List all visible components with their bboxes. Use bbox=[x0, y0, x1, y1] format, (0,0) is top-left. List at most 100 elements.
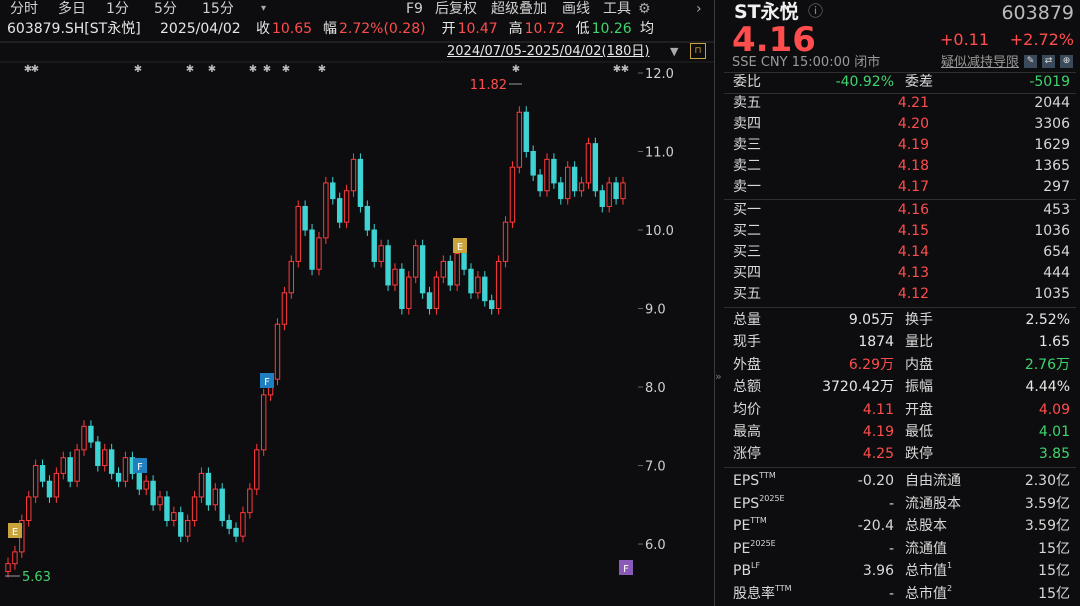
candle bbox=[74, 449, 80, 482]
panel-button[interactable]: ⊕ bbox=[1060, 55, 1073, 68]
candle bbox=[454, 253, 460, 286]
candle bbox=[482, 276, 488, 302]
date-range[interactable]: 2024/07/05-2025/04/02(180日) bbox=[447, 44, 650, 59]
panel-button[interactable]: ✎ bbox=[1024, 55, 1037, 68]
tool[interactable]: 工具 bbox=[603, 1, 631, 17]
fund-value: -20.4 bbox=[857, 518, 894, 535]
book-label: 买一 bbox=[733, 202, 761, 218]
tool[interactable]: F9 bbox=[406, 1, 423, 17]
stat-value: 4.11 bbox=[862, 401, 894, 418]
candle bbox=[357, 158, 364, 207]
tab[interactable]: 5分 bbox=[154, 1, 177, 17]
stat-label: 内盘 bbox=[905, 356, 933, 373]
fund-value: 15亿 bbox=[1038, 563, 1070, 580]
star-marker: ✱ bbox=[318, 64, 326, 75]
info-value: 10.65 bbox=[272, 21, 313, 37]
event-badge bbox=[619, 560, 633, 575]
row-label: 委差 bbox=[905, 74, 933, 90]
candle bbox=[523, 111, 529, 152]
candle bbox=[475, 276, 481, 294]
event-label: E bbox=[12, 527, 18, 538]
candle bbox=[509, 166, 516, 223]
candle bbox=[88, 425, 94, 443]
price-change: +0.11 bbox=[940, 30, 990, 49]
label-superscript: TTM bbox=[750, 516, 767, 526]
fund-value: 2.30亿 bbox=[1024, 473, 1070, 489]
info-value: 2.72%(0.28) bbox=[339, 21, 426, 37]
book-volume: 3306 bbox=[1034, 116, 1070, 132]
candle bbox=[171, 512, 177, 521]
fund-label: 股息率TTM bbox=[733, 584, 792, 603]
fund-value: 3.59亿 bbox=[1024, 495, 1070, 512]
fund-value: 15亿 bbox=[1038, 540, 1070, 557]
book-label: 卖三 bbox=[733, 137, 761, 153]
fund-label: PE2025E bbox=[733, 538, 776, 557]
fund-value: 3.96 bbox=[862, 563, 894, 580]
candle bbox=[122, 457, 129, 482]
stat-value: 2.76万 bbox=[1024, 356, 1070, 373]
book-price: 4.18 bbox=[897, 158, 929, 174]
panel-button[interactable]: ⇄ bbox=[1042, 55, 1055, 68]
tab[interactable]: 多日 bbox=[58, 1, 86, 17]
fund-label: EPSTTM bbox=[733, 471, 776, 490]
candle bbox=[274, 323, 281, 380]
candle bbox=[502, 221, 509, 262]
candle bbox=[184, 519, 191, 537]
lock-icon[interactable]: ⊓ bbox=[690, 43, 706, 59]
candle bbox=[578, 182, 585, 192]
next-icon[interactable]: › bbox=[696, 1, 702, 17]
candle bbox=[516, 111, 523, 168]
info-icon[interactable]: ⓘ bbox=[808, 2, 824, 20]
candle bbox=[447, 260, 453, 286]
star-marker: ✱ bbox=[282, 64, 290, 75]
price-change-pct: +2.72% bbox=[1009, 30, 1074, 49]
fund-value: - bbox=[888, 586, 894, 602]
low-label: 5.63 bbox=[22, 570, 51, 585]
candle bbox=[433, 276, 440, 310]
warning-tag[interactable]: 疑似减持导限 bbox=[941, 55, 1020, 70]
book-label: 买三 bbox=[733, 244, 761, 260]
candle bbox=[592, 143, 599, 192]
fund-label: 总股本 bbox=[905, 518, 947, 535]
candle bbox=[426, 292, 433, 310]
stat-value: 4.44% bbox=[1025, 379, 1070, 396]
candle bbox=[412, 245, 419, 278]
stat-value: 4.25 bbox=[862, 446, 894, 463]
candle bbox=[336, 198, 343, 223]
label-superscript: 1 bbox=[947, 561, 953, 571]
dropdown-icon[interactable]: ▾ bbox=[261, 3, 267, 14]
candle bbox=[613, 182, 619, 200]
range-dropdown[interactable]: ▼ bbox=[670, 45, 679, 58]
candle bbox=[461, 253, 467, 270]
event-label: F bbox=[623, 564, 629, 575]
event-label: F bbox=[264, 377, 270, 388]
tab[interactable]: 分时 bbox=[10, 1, 38, 17]
settings-icon[interactable]: ⚙ bbox=[638, 1, 651, 17]
candle bbox=[599, 190, 605, 207]
stat-label: 现手 bbox=[733, 334, 761, 351]
y-tick-label: 12.0 bbox=[645, 67, 674, 82]
last-price: 4.16 bbox=[732, 20, 816, 60]
book-label: 买五 bbox=[733, 286, 761, 302]
candle bbox=[606, 182, 612, 207]
candle bbox=[178, 512, 184, 537]
row-value: -5019 bbox=[1029, 74, 1070, 90]
candle bbox=[281, 292, 288, 325]
tool[interactable]: 超级叠加 bbox=[491, 1, 547, 17]
fund-value: - bbox=[888, 495, 894, 512]
tool[interactable]: 后复权 bbox=[435, 1, 477, 17]
candle bbox=[157, 496, 163, 506]
tab[interactable]: 1分 bbox=[106, 1, 129, 17]
book-volume: 297 bbox=[1043, 179, 1070, 195]
candle bbox=[558, 182, 564, 200]
separator bbox=[724, 93, 1076, 94]
collapse-handle[interactable]: » bbox=[715, 370, 722, 383]
label-superscript: LF bbox=[751, 561, 761, 571]
candle bbox=[495, 260, 502, 310]
tool[interactable]: 画线 bbox=[562, 1, 590, 17]
tab[interactable]: 15分 bbox=[202, 1, 234, 17]
label-superscript: TTM bbox=[759, 471, 776, 480]
y-tick-label: 8.0 bbox=[645, 381, 666, 396]
candle bbox=[620, 182, 626, 200]
